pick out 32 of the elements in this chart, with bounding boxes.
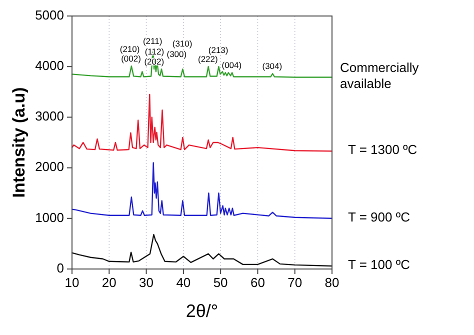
y-tick-label: 2000: [35, 159, 64, 174]
x-tick-label: 30: [139, 275, 154, 290]
series-label: T = 100 ºC: [348, 257, 410, 272]
x-tick-label: 80: [324, 275, 340, 290]
x-tick-label: 60: [250, 275, 265, 290]
y-tick-label: 0: [56, 260, 64, 276]
y-tick-label: 4000: [35, 58, 64, 74]
y-tick-label: 3000: [35, 108, 64, 124]
y-tick-label: 5000: [35, 7, 64, 22]
annotation: (210): [120, 44, 140, 54]
annotation: (002): [121, 53, 142, 64]
annotation: (211): [142, 36, 162, 46]
y-tick-label: 1000: [35, 210, 64, 225]
annotation: (310): [172, 38, 192, 48]
series-label: T = 1300 ºC: [348, 142, 418, 158]
x-tick-label: 20: [102, 275, 116, 290]
line-series: [71, 162, 333, 219]
annotation: (213): [208, 44, 228, 55]
series-label: Commercially available: [340, 60, 420, 92]
annotation: (004): [222, 60, 242, 70]
x-tick-label: 50: [213, 275, 228, 290]
annotation: (304): [262, 60, 282, 71]
x-axis-title: 2θ/°: [186, 301, 218, 321]
x-tick-label: 70: [288, 275, 302, 290]
annotation: (300): [166, 48, 187, 59]
y-axis-title: Intensity (a.u): [9, 87, 28, 198]
line-series: [71, 94, 333, 152]
series-label: T = 900 ºC: [348, 210, 410, 225]
x-tick-label: 40: [176, 275, 191, 290]
annotation: (222): [198, 54, 218, 64]
line-series: [71, 234, 333, 267]
x-tick-label: 10: [64, 275, 80, 290]
